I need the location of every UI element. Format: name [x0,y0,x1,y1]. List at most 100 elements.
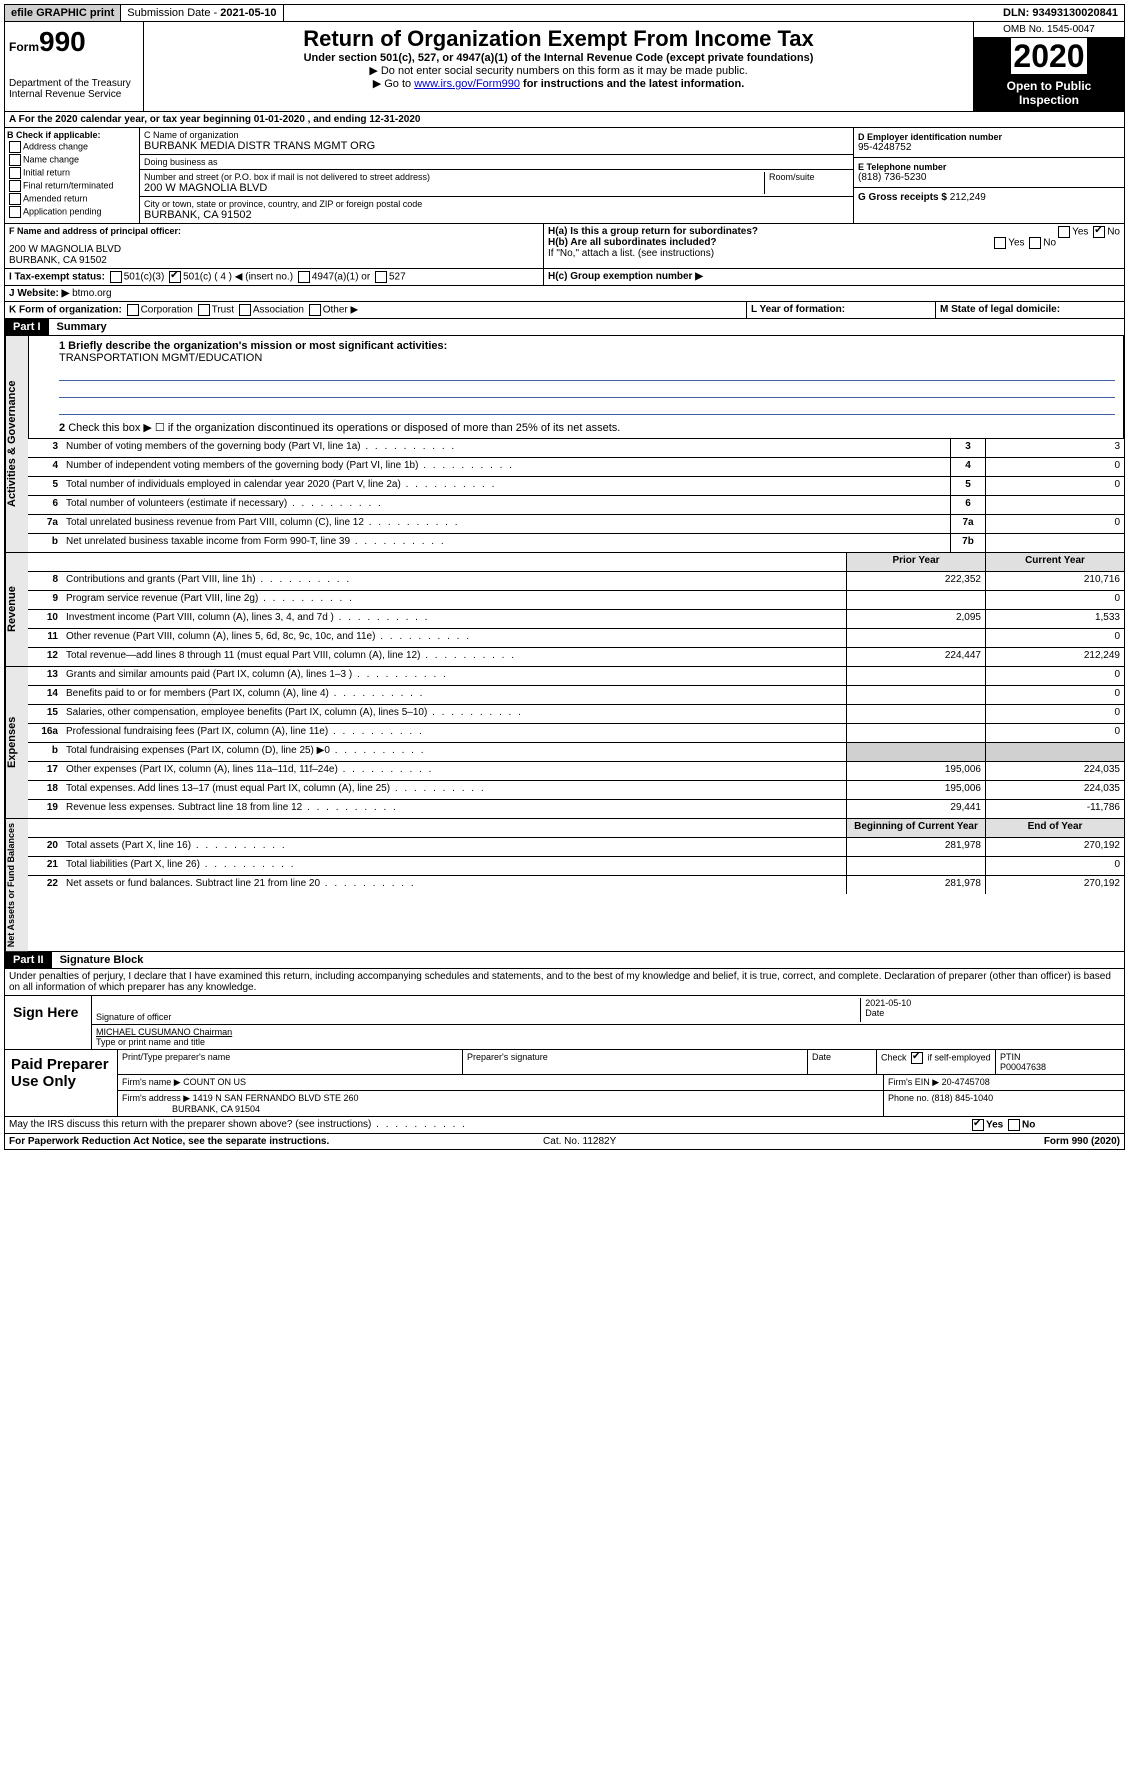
instructions-link[interactable]: www.irs.gov/Form990 [414,78,520,90]
form-number: 990 [39,26,86,57]
line-10: 10 Investment income (Part VIII, column … [28,610,1124,629]
block-k-l-m: K Form of organization: Corporation Trus… [4,302,1125,319]
i-opt-527[interactable]: 527 [389,272,406,283]
hb-label: H(b) Are all subordinates included? [548,237,717,248]
e-label: E Telephone number [858,162,946,172]
k-corp[interactable]: Corporation [141,305,193,316]
line-19: 19 Revenue less expenses. Subtract line … [28,800,1124,818]
c-room-label: Room/suite [769,172,849,182]
column-c: C Name of organization BURBANK MEDIA DIS… [140,128,853,223]
form-number-cell: Form990 Department of the Treasury Inter… [5,22,144,111]
discuss-label: May the IRS discuss this return with the… [5,1117,966,1133]
activities-governance-section: Activities & Governance 1 Briefly descri… [4,336,1125,553]
k-label: K Form of organization: [9,305,122,316]
line-13: 13 Grants and similar amounts paid (Part… [28,667,1124,686]
line-15: 15 Salaries, other compensation, employe… [28,705,1124,724]
part-i-num: Part I [5,319,49,335]
column-d-e-g: D Employer identification number 95-4248… [853,128,1124,223]
part-ii-header: Part II Signature Block [4,952,1125,969]
hb-no[interactable]: No [1043,238,1056,249]
hb-yes[interactable]: Yes [1008,238,1024,249]
c-addr-value: 200 W MAGNOLIA BLVD [144,182,764,194]
efile-print-button[interactable]: efile GRAPHIC print [5,5,121,21]
line-20: 20 Total assets (Part X, line 16) 281,97… [28,838,1124,857]
part-i-title: Summary [49,319,115,335]
open-to-public: Open to Public Inspection [974,75,1124,111]
line-17: 17 Other expenses (Part IX, column (A), … [28,762,1124,781]
vtab-revenue: Revenue [5,553,28,666]
line-4: 4 Number of independent voting members o… [28,458,1124,477]
firm-phone-label: Phone no. [888,1093,929,1103]
check-final-return[interactable]: Final return/terminated [7,180,137,192]
revenue-section: Revenue Prior Year Current Year 8 Contri… [4,553,1125,667]
form-prefix: Form [9,40,39,54]
dln-value: 93493130020841 [1032,7,1118,19]
firm-name-label: Firm's name ▶ [122,1077,181,1087]
g-gross-receipts: 212,249 [950,192,986,203]
sig-date-value: 2021-05-10 [865,998,911,1008]
dln-label: DLN: [1003,7,1032,19]
check-amended[interactable]: Amended return [7,193,137,205]
net-header-row: Beginning of Current Year End of Year [28,819,1124,838]
l-label: L Year of formation: [751,304,845,315]
i-opt-501c[interactable]: 501(c) ( 4 ) ◀ (insert no.) [183,272,293,283]
check-initial-return[interactable]: Initial return [7,167,137,179]
c-addr-label: Number and street (or P.O. box if mail i… [144,172,764,182]
check-application-pending[interactable]: Application pending [7,206,137,218]
line-22: 22 Net assets or fund balances. Subtract… [28,876,1124,894]
i-opt-4947[interactable]: 4947(a)(1) or [312,272,370,283]
k-other[interactable]: Other ▶ [323,305,358,316]
line-1-value: TRANSPORTATION MGMT/EDUCATION [59,352,1115,364]
prep-date-hdr: Date [808,1050,877,1074]
k-assoc[interactable]: Association [253,305,304,316]
vtab-governance: Activities & Governance [5,336,28,552]
tax-year: 2020 [974,38,1124,75]
ha-no[interactable]: No [1107,227,1120,238]
c-name-label: C Name of organization [144,130,849,140]
part-i-header: Part I Summary [4,319,1125,336]
part-ii-title: Signature Block [52,952,152,968]
f-addr-1: 200 W MAGNOLIA BLVD [9,244,539,255]
note-2-pre: ▶ Go to [373,78,414,90]
block-b-through-g: B Check if applicable: Address change Na… [4,128,1125,224]
form-header: Form990 Department of the Treasury Inter… [4,22,1125,112]
department-label: Department of the Treasury Internal Reve… [9,78,139,100]
j-label: J Website: ▶ [9,288,69,299]
pra-notice: For Paperwork Reduction Act Notice, see … [9,1136,329,1147]
line-6: 6 Total number of volunteers (estimate i… [28,496,1124,515]
paid-preparer-block: Paid Preparer Use Only Print/Type prepar… [4,1050,1125,1117]
k-trust[interactable]: Trust [212,305,234,316]
prep-check-hdr: Check if self-employed [877,1050,996,1074]
check-address-change[interactable]: Address change [7,141,137,153]
b-label: B Check if applicable: [7,130,101,140]
c-city-label: City or town, state or province, country… [144,199,849,209]
prep-ptin-hdr: PTINP00047638 [996,1050,1124,1074]
i-opt-501c3[interactable]: 501(c)(3) [124,272,165,283]
section-a-tax-year: A For the 2020 calendar year, or tax yea… [4,112,1125,128]
col-beginning: Beginning of Current Year [846,819,985,837]
note-2-post: for instructions and the latest informat… [523,78,744,90]
discuss-no[interactable]: No [1022,1120,1035,1131]
c-name-value: BURBANK MEDIA DISTR TRANS MGMT ORG [144,140,849,152]
firm-phone: (818) 845-1040 [932,1093,994,1103]
check-name-change[interactable]: Name change [7,154,137,166]
submission-date-value: 2021-05-10 [220,7,276,19]
m-label: M State of legal domicile: [940,304,1060,315]
firm-ein-label: Firm's EIN ▶ [888,1077,939,1087]
ha-yes[interactable]: Yes [1072,227,1088,238]
firm-addr-label: Firm's address ▶ [122,1093,190,1103]
d-label: D Employer identification number [858,132,1002,142]
col-end: End of Year [985,819,1124,837]
main-title: Return of Organization Exempt From Incom… [148,26,969,52]
col-current-year: Current Year [985,553,1124,571]
omb-number: OMB No. 1545-0047 [974,22,1124,38]
note-1: ▶ Do not enter social security numbers o… [148,64,969,77]
line-16a: 16a Professional fundraising fees (Part … [28,724,1124,743]
f-label: F Name and address of principal officer: [9,226,181,236]
line-8: 8 Contributions and grants (Part VIII, l… [28,572,1124,591]
column-b-checkboxes: B Check if applicable: Address change Na… [5,128,140,223]
discuss-yes[interactable]: Yes [986,1120,1003,1131]
sign-here-label: Sign Here [5,996,92,1049]
prep-name-hdr: Print/Type preparer's name [118,1050,463,1074]
line-21: 21 Total liabilities (Part X, line 26) 0 [28,857,1124,876]
